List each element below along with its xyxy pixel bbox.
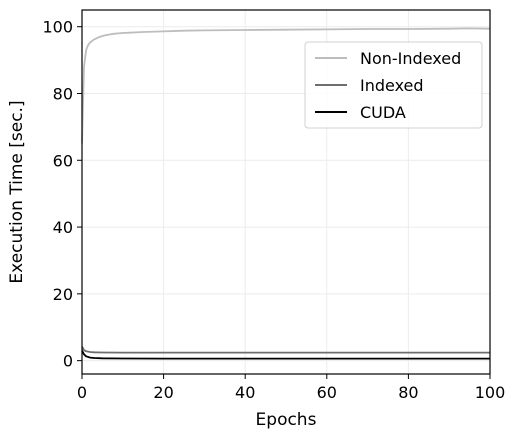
legend-label-indexed: Indexed <box>360 76 424 95</box>
y-axis-label: Execution Time [sec.] <box>7 100 27 283</box>
y-tick-label: 40 <box>53 218 73 237</box>
legend-label-cuda: CUDA <box>360 103 406 122</box>
series-line-cuda <box>81 350 490 360</box>
series-line-indexed <box>81 346 490 354</box>
y-tick-label: 60 <box>53 151 73 170</box>
x-axis-ticks: 0 20 40 60 80 100 <box>77 374 505 402</box>
legend: Non-Indexed Indexed CUDA <box>304 41 483 129</box>
y-tick-label: 80 <box>53 84 73 103</box>
y-tick-label: 0 <box>63 352 73 371</box>
y-tick-label: 100 <box>42 18 73 37</box>
x-tick-label: 0 <box>77 383 87 402</box>
y-axis-ticks: 0 20 40 60 80 100 <box>42 18 82 371</box>
series-lines <box>81 27 491 360</box>
x-tick-label: 20 <box>153 383 173 402</box>
x-axis-label: Epochs <box>256 410 317 429</box>
x-tick-label: 100 <box>475 383 506 402</box>
legend-label-non-indexed: Non-Indexed <box>360 49 461 68</box>
x-tick-label: 60 <box>317 383 337 402</box>
plot-frame <box>81 9 491 375</box>
legend-box <box>304 41 483 129</box>
x-tick-label: 40 <box>235 383 255 402</box>
x-tick-label: 80 <box>398 383 418 402</box>
series-line-non-indexed <box>81 27 491 144</box>
y-tick-label: 20 <box>53 285 73 304</box>
